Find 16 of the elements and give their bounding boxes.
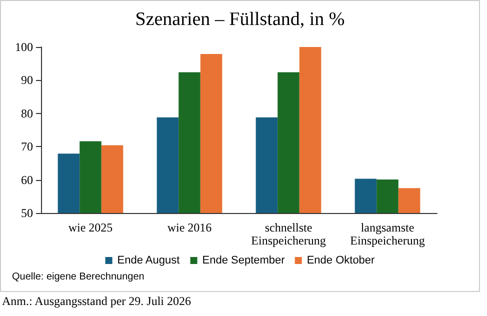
x-tick-label: schnellste Einspeicherung — [251, 220, 326, 248]
text: Anm.: Ausgangsstand per 29. Juli 2026 — [2, 294, 191, 309]
x-tick-label: langsamste Einspeicherung — [350, 220, 425, 248]
y-tick-label: 60 — [21, 172, 33, 187]
y-tick-label: 90 — [21, 73, 33, 88]
legend-label: Ende September — [202, 254, 286, 266]
y-tick-label: 80 — [21, 106, 33, 120]
y-tick-label: 100 — [15, 40, 33, 54]
y-tick-label: 70 — [21, 140, 33, 154]
chart-title: Szenarien – Füllstand, in % — [135, 9, 345, 30]
legend-label: Ende August — [117, 254, 180, 266]
x-tick-label: wie 2016 — [167, 220, 212, 234]
source-note: Quelle: eigene Berechnungen — [12, 272, 144, 282]
legend-label: Ende Oktober — [306, 254, 376, 266]
x-tick-label: wie 2025 — [68, 220, 113, 234]
y-tick-label: 50 — [21, 206, 33, 220]
